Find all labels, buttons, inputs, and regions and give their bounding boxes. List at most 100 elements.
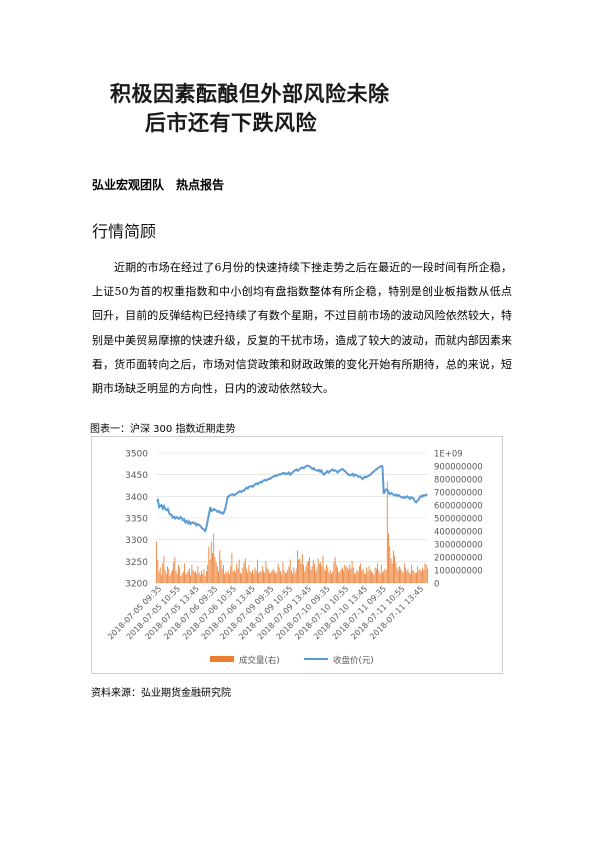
volume-bar	[422, 567, 423, 583]
volume-bar	[162, 563, 164, 583]
volume-bar	[416, 572, 417, 583]
volume-bar	[272, 568, 274, 583]
volume-bar	[366, 567, 368, 583]
volume-bar	[352, 567, 354, 583]
volume-bar	[405, 567, 406, 583]
volume-bar	[261, 566, 263, 583]
volume-bar	[286, 572, 287, 583]
volume-bar	[339, 571, 341, 583]
volume-bar	[355, 572, 357, 583]
volume-bar	[267, 570, 269, 583]
volume-bar	[299, 558, 301, 583]
volume-bar	[300, 563, 302, 583]
chart-container: 3200 3250 3300 3350 3400 3450 3500 0 100000000 2…	[91, 436, 503, 674]
volume-bar	[314, 563, 315, 583]
volume-bar	[419, 568, 421, 583]
volume-bar	[418, 570, 420, 583]
volume-bar	[297, 550, 298, 583]
volume-bar	[363, 572, 365, 583]
volume-bar	[346, 567, 348, 583]
volume-bar	[372, 572, 374, 583]
price-line	[156, 464, 428, 533]
volume-bar	[368, 566, 370, 583]
legend-price-label: 收盘价(元)	[333, 655, 374, 666]
volume-bar	[202, 573, 204, 583]
volume-bar	[253, 573, 255, 583]
volume-bar	[349, 564, 351, 583]
volume-bar	[213, 533, 215, 583]
chart-gridlines	[156, 452, 428, 584]
volume-bar	[401, 570, 403, 583]
volume-bar	[335, 564, 337, 583]
left-tick-label: 3400	[125, 493, 148, 503]
volume-bar	[417, 566, 419, 583]
volume-bar	[221, 568, 223, 583]
volume-bar	[281, 575, 283, 583]
volume-bar	[396, 567, 398, 583]
volume-bar	[369, 570, 371, 583]
volume-bar	[331, 573, 332, 583]
volume-bar	[327, 567, 329, 583]
volume-bar	[343, 570, 345, 583]
volume-bar	[273, 571, 275, 583]
volume-bar	[219, 550, 221, 583]
volume-bar	[231, 553, 233, 583]
volume-bar	[198, 572, 200, 583]
volume-bar	[371, 571, 372, 583]
volume-bars	[156, 481, 428, 583]
volume-bar	[246, 568, 247, 583]
volume-bar	[164, 570, 166, 583]
volume-bar	[156, 541, 158, 583]
volume-bar	[195, 571, 196, 583]
chart-legend: 成交量(右) 收盘价(元)	[210, 655, 374, 666]
volume-bar	[295, 568, 297, 583]
volume-bar	[320, 562, 321, 583]
volume-bar	[170, 571, 172, 583]
volume-bar	[264, 572, 266, 583]
volume-bar	[350, 568, 352, 583]
volume-bar	[318, 563, 320, 583]
volume-bar	[197, 566, 199, 583]
volume-bar	[315, 571, 317, 583]
volume-bar	[365, 573, 366, 583]
volume-bar	[321, 566, 323, 583]
volume-bar	[254, 567, 256, 583]
volume-bar	[214, 557, 216, 583]
volume-bar	[201, 570, 202, 583]
volume-bar	[196, 573, 198, 583]
volume-bar	[191, 564, 193, 583]
volume-bar	[282, 562, 284, 583]
volume-bar	[316, 568, 318, 583]
volume-bar	[244, 558, 246, 583]
volume-bar	[174, 557, 176, 583]
volume-bar	[271, 570, 273, 583]
volume-bar	[163, 555, 165, 583]
volume-bar	[367, 571, 369, 583]
volume-bar	[255, 570, 257, 583]
volume-bar	[375, 568, 377, 583]
volume-bar	[218, 571, 219, 583]
right-tick-label: 0	[434, 580, 439, 590]
volume-bar	[256, 559, 258, 583]
volume-bar	[277, 563, 279, 583]
volume-bar	[395, 562, 397, 583]
volume-bar	[181, 573, 183, 583]
volume-bar	[310, 570, 312, 583]
volume-bar	[345, 566, 347, 583]
volume-bar	[394, 555, 396, 583]
volume-bar	[408, 572, 410, 583]
volume-bar	[199, 575, 201, 583]
left-tick-label: 3300	[125, 536, 148, 546]
volume-bar	[280, 571, 281, 583]
right-tick-label: 900000000	[434, 463, 483, 473]
volume-bar	[161, 575, 162, 583]
volume-bar	[323, 568, 325, 583]
volume-bar	[361, 570, 363, 583]
volume-bar	[397, 570, 399, 583]
volume-bar	[377, 563, 379, 583]
volume-bar	[188, 568, 190, 583]
volume-bar	[284, 573, 286, 583]
volume-bar	[157, 559, 159, 583]
volume-bar	[357, 571, 359, 583]
volume-bar	[354, 573, 355, 583]
